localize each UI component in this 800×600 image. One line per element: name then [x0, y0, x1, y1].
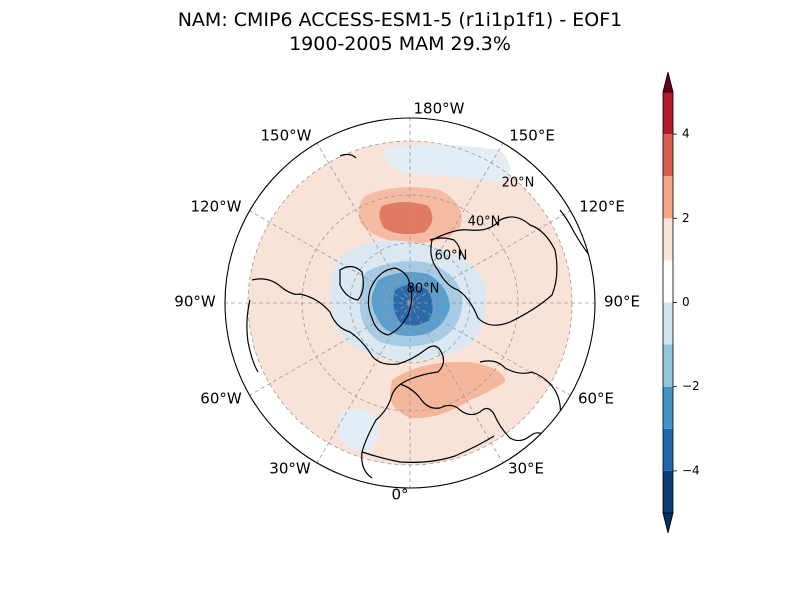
lon-label-150w: 150°W	[261, 127, 312, 145]
coastline-greenland	[367, 267, 413, 336]
colorbar-segment	[663, 92, 673, 135]
coastline-north-america	[430, 216, 558, 326]
colorbar-tick-label: 2	[682, 211, 690, 225]
colorbar-extend-over	[662, 71, 674, 93]
lat-label-60n: 60°N	[435, 249, 468, 264]
map-boundary	[224, 117, 596, 489]
colorbar-segment	[663, 302, 673, 345]
colorbar: 4 2 0 −2 −4	[662, 71, 700, 534]
coastline-north-africa	[361, 435, 495, 463]
coastline-far-east	[479, 360, 562, 419]
gridlines	[225, 118, 595, 488]
colorbar-segment	[663, 218, 673, 261]
colorbar-tick-label: 0	[682, 295, 690, 309]
colorbar-segment	[663, 386, 673, 429]
lon-label-60w: 60°W	[200, 390, 242, 408]
lon-label-0: 0°	[391, 486, 408, 504]
negative-region-atlantic	[338, 408, 379, 452]
coastline-alaska	[429, 237, 461, 257]
coastline-kamchatka	[559, 209, 591, 257]
coastline-asia	[251, 278, 445, 479]
colorbar-segment	[663, 176, 673, 219]
lon-label-120e: 120°E	[579, 198, 625, 216]
colorbar-tick-label: −2	[682, 379, 700, 393]
lon-label-30e: 30°E	[508, 460, 544, 478]
lon-label-30w: 30°W	[269, 460, 311, 478]
coastlines	[246, 153, 591, 479]
coastline-west-edge	[246, 299, 259, 373]
lon-label-180w: 180°W	[414, 100, 465, 118]
colorbar-segment	[663, 428, 673, 471]
lat-label-80n: 80°N	[407, 282, 440, 297]
colorbar-extend-under	[662, 512, 674, 534]
longitude-labels: 180°W 150°E 120°E 90°E 60°E 30°E 0° 30°W…	[174, 100, 640, 504]
positive-core-north-pacific	[379, 202, 433, 235]
colorbar-tick-label: 4	[682, 127, 690, 141]
colorbar-segment	[663, 470, 673, 513]
colorbar-tick-label: −4	[682, 463, 700, 477]
lat-label-20n: 20°N	[502, 176, 535, 191]
map-disk	[225, 118, 595, 488]
colorbar-segment	[663, 344, 673, 387]
lon-label-90e: 90°E	[604, 293, 640, 311]
coastline-canadian-arctic	[339, 265, 364, 301]
colorbar-segment	[663, 134, 673, 177]
latitude-labels: 20°N 40°N 60°N 80°N	[407, 176, 535, 297]
map-title-line-1: NAM: CMIP6 ACCESS-ESM1-5 (r1i1p1f1) - EO…	[177, 9, 623, 31]
colorbar-segment	[663, 260, 673, 303]
lon-label-120w: 120°W	[191, 198, 242, 216]
lon-label-60e: 60°E	[578, 390, 614, 408]
negative-region-north-pacific-edge	[384, 144, 510, 182]
lon-label-150e: 150°E	[509, 127, 555, 145]
lon-label-90w: 90°W	[174, 293, 216, 311]
coastline-aleutians	[339, 153, 357, 159]
coastline-europe	[399, 383, 549, 471]
lat-label-40n: 40°N	[468, 215, 501, 230]
map-title-line-2: 1900-2005 MAM 29.3%	[289, 33, 511, 55]
